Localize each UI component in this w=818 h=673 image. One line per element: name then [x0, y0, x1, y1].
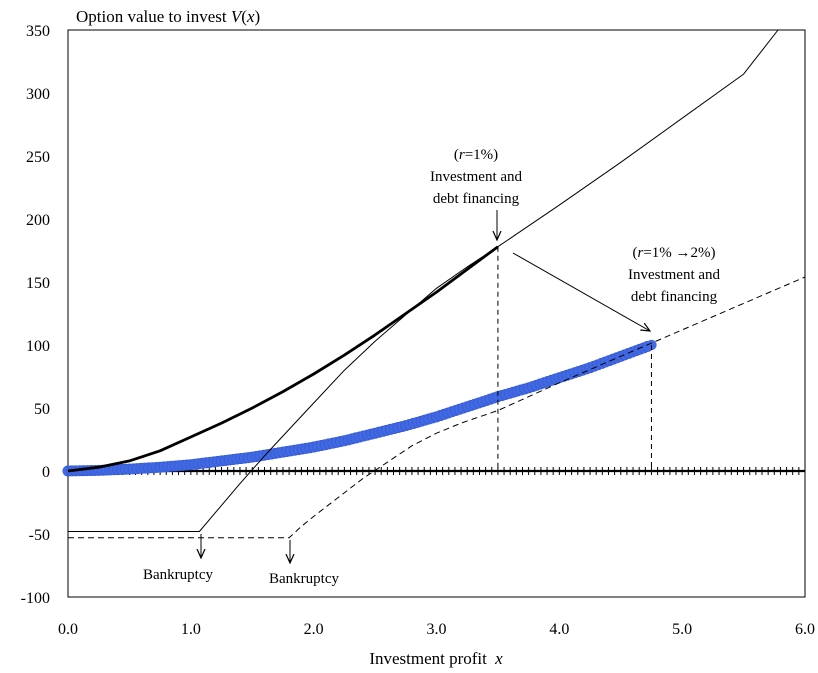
x-tick-label: 2.0 [304, 621, 324, 638]
vertical-drop-lines [497, 246, 652, 471]
x-tick-label: 0.0 [58, 621, 78, 638]
y-tick-label: 200 [26, 212, 50, 229]
series-0-line [67, 245, 499, 473]
annotation-r1-line3: debt financing [433, 191, 520, 207]
y-tick-label: 250 [26, 149, 50, 166]
x-tick-labels: 0.0 1.0 2.0 3.0 4.0 5.0 6.0 [58, 621, 815, 638]
y-axis-title: Option value to invest V(x) [76, 7, 260, 26]
y-tick-labels: -100 -50 0 50 100 150 200 250 300 350 [21, 23, 50, 607]
series-2-markers [62, 339, 657, 477]
annotation-r2-line2: Investment and [628, 267, 721, 283]
series-1-line [68, 29, 779, 532]
annotation-r2-condition: (r=1% →2%) [632, 245, 715, 261]
series-3-line [68, 276, 806, 539]
x-tick-label: 4.0 [549, 621, 569, 638]
annotation-r2-arrow [512, 252, 650, 331]
series-layer [62, 29, 806, 539]
y-tick-label: 300 [26, 86, 50, 103]
bankruptcy-1-label: Bankruptcy [143, 567, 213, 583]
x-tick-label: 5.0 [672, 621, 692, 638]
y-tick-label: 100 [26, 338, 50, 355]
y-tick-label: -50 [29, 527, 50, 544]
y-tick-label: -100 [21, 590, 50, 607]
annotation-r2-line3: debt financing [631, 289, 718, 305]
x-tick-label: 6.0 [795, 621, 815, 638]
plot-frame [67, 29, 806, 598]
y-tick-label: 150 [26, 275, 50, 292]
x-tick-label: 3.0 [427, 621, 447, 638]
annotation-r1-line2: Investment and [430, 169, 523, 185]
x-axis-title: Investment profit x [369, 649, 503, 668]
bankruptcy-2-label: Bankruptcy [269, 571, 339, 587]
y-tick-label: 0 [42, 464, 50, 481]
y-tick-label: 50 [34, 401, 50, 418]
y-tick-label: 350 [26, 23, 50, 40]
annotation-r1-condition: (r=1%) [454, 147, 498, 163]
x-tick-label: 1.0 [181, 621, 201, 638]
